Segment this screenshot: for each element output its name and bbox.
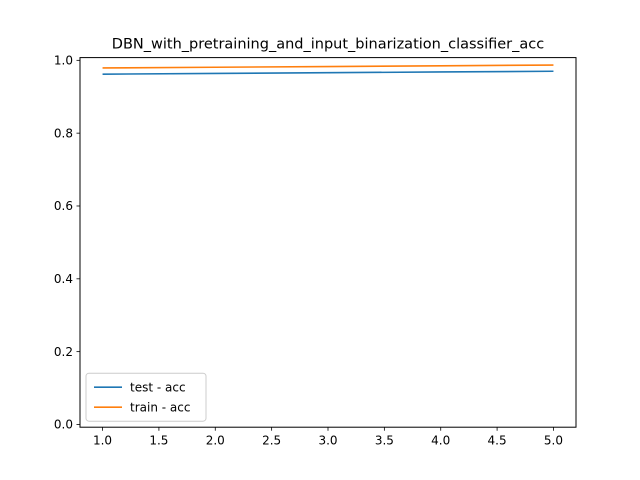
y-tick-label: 0.0	[54, 418, 73, 432]
x-tick-label: 3.0	[318, 434, 337, 448]
y-tick-label: 1.0	[54, 54, 73, 68]
y-tick-label: 0.4	[54, 272, 73, 286]
y-axis: 0.0 0.2 0.4 0.6 0.8 1.0	[54, 54, 80, 432]
x-tick-label: 2.0	[206, 434, 225, 448]
x-tick-label: 1.0	[93, 434, 112, 448]
x-tick-label: 1.5	[149, 434, 168, 448]
series-layer	[102, 64, 554, 75]
y-tick-label: 0.2	[54, 345, 73, 359]
y-tick-label: 0.8	[54, 126, 73, 140]
x-tick-label: 5.0	[544, 434, 563, 448]
chart-title: DBN_with_pretraining_and_input_binarizat…	[112, 37, 544, 53]
legend: test - acc train - acc	[85, 372, 207, 422]
y-tick-label: 0.6	[54, 199, 73, 213]
x-axis: 1.0 1.5 2.0 2.5 3.0 3.5 4.0 4.5 5.0	[93, 427, 563, 448]
series-line-train-acc	[102, 64, 554, 69]
legend-box	[85, 372, 207, 422]
x-tick-label: 4.0	[431, 434, 450, 448]
legend-label: test - acc	[130, 380, 186, 394]
legend-label: train - acc	[130, 400, 190, 414]
x-tick-label: 4.5	[488, 434, 507, 448]
series-line-test-acc	[102, 70, 554, 75]
x-tick-label: 3.5	[375, 434, 394, 448]
x-tick-label: 2.5	[262, 434, 281, 448]
